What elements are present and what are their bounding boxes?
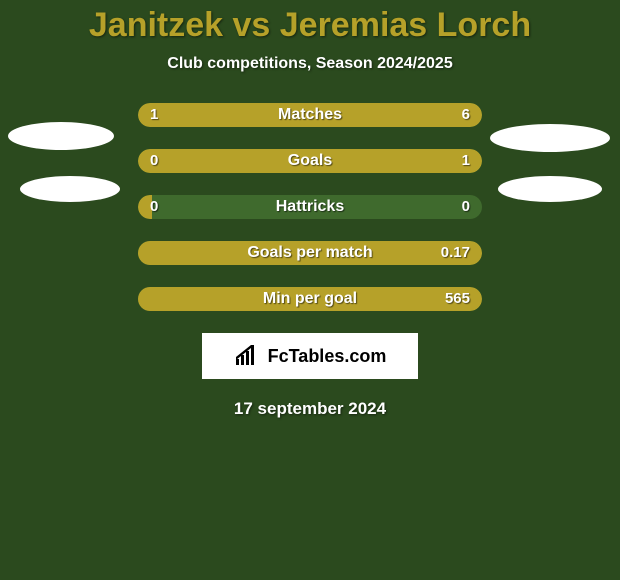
- stat-row: 0.17Goals per match: [138, 241, 482, 265]
- comparison-infographic: Janitzek vs Jeremias Lorch Club competit…: [0, 0, 620, 580]
- stat-row: 16Matches: [138, 103, 482, 127]
- silhouette-ellipse: [20, 176, 120, 202]
- stat-label: Goals: [138, 149, 482, 173]
- silhouette-ellipse: [490, 124, 610, 152]
- silhouette-ellipse: [8, 122, 114, 150]
- stat-label: Goals per match: [138, 241, 482, 265]
- stat-row: 00Hattricks: [138, 195, 482, 219]
- stat-label: Hattricks: [138, 195, 482, 219]
- stat-label: Min per goal: [138, 287, 482, 311]
- stat-row: 565Min per goal: [138, 287, 482, 311]
- subtitle: Club competitions, Season 2024/2025: [0, 55, 620, 73]
- stat-label: Matches: [138, 103, 482, 127]
- stat-rows: 16Matches 01Goals 00Hattricks 0.17Goals per…: [138, 103, 482, 311]
- date-text: 17 september 2024: [0, 399, 620, 419]
- page-title: Janitzek vs Jeremias Lorch: [0, 0, 620, 45]
- logo-box: FcTables.com: [202, 333, 418, 379]
- stat-row: 01Goals: [138, 149, 482, 173]
- silhouette-ellipse: [498, 176, 602, 202]
- bar-chart-icon: [234, 345, 262, 367]
- logo-text: FcTables.com: [268, 346, 387, 367]
